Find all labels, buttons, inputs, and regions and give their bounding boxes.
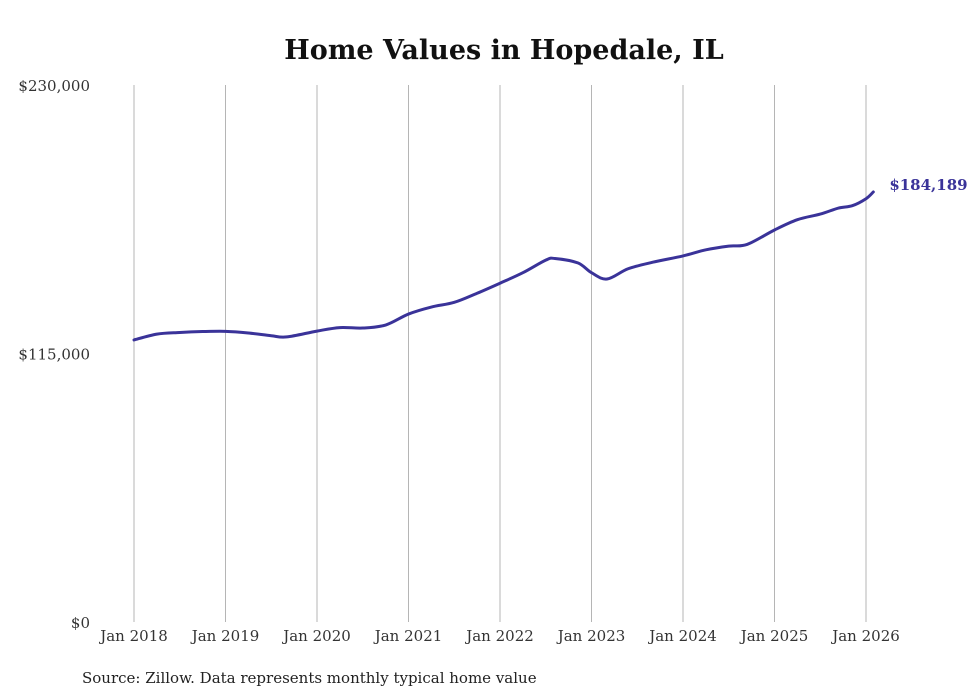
chart-title: Home Values in Hopedale, IL bbox=[284, 35, 723, 66]
x-tick-label: Jan 2026 bbox=[830, 627, 900, 645]
y-tick-label: $0 bbox=[71, 614, 90, 632]
x-tick-label: Jan 2024 bbox=[647, 627, 717, 645]
x-tick-label: Jan 2018 bbox=[98, 627, 168, 645]
x-tick-label: Jan 2020 bbox=[281, 627, 351, 645]
x-tick-label: Jan 2025 bbox=[739, 627, 809, 645]
x-tick-label: Jan 2022 bbox=[464, 627, 534, 645]
source-note: Source: Zillow. Data represents monthly … bbox=[82, 669, 537, 687]
series-line bbox=[132, 190, 875, 342]
y-tick-label: $115,000 bbox=[18, 346, 90, 364]
x-tick-label: Jan 2023 bbox=[556, 627, 626, 645]
x-tick-label: Jan 2019 bbox=[190, 627, 260, 645]
y-tick-label: $230,000 bbox=[18, 77, 90, 95]
y-axis: $0 $115,000 $230,000 bbox=[18, 77, 90, 632]
grid-lines bbox=[133, 85, 867, 622]
x-axis: Jan 2018 Jan 2019 Jan 2020 Jan 2021 Jan 2022… bbox=[98, 627, 900, 645]
x-tick-label: Jan 2021 bbox=[373, 627, 443, 645]
end-value-label: $184,189 bbox=[889, 176, 967, 194]
